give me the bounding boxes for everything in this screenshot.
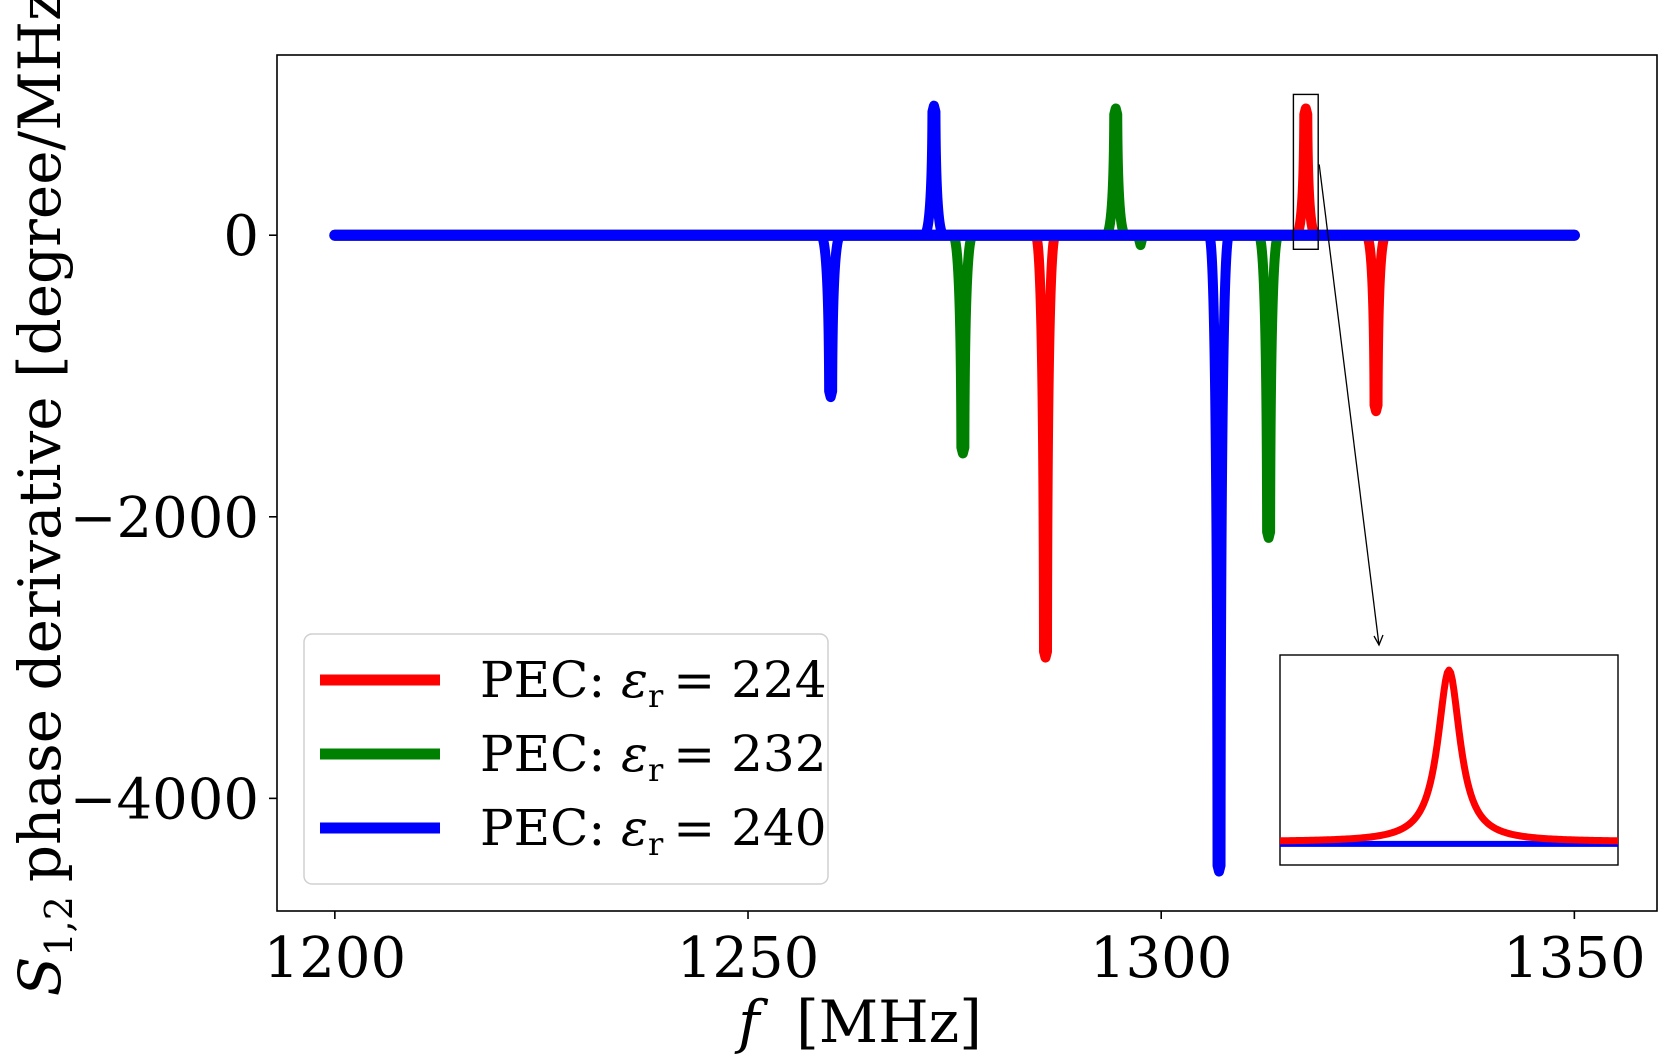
legend-label-1: PEC: εr = 232 (480, 725, 827, 789)
x-tick-label-0: 1200 (264, 926, 407, 991)
x-axis-unit: [MHz] (796, 988, 982, 1056)
x-axis-label: f [MHz] (734, 988, 982, 1056)
x-tick-label-2: 1300 (1090, 926, 1233, 991)
legend-prefix-1: PEC: (480, 725, 621, 783)
legend-sub-0: r (648, 677, 664, 715)
y-axis-label: S1,2 phase derivative [degree/MHz] (6, 0, 81, 996)
series-2-peak-0 (815, 230, 846, 403)
series-2-peak-1 (918, 100, 949, 241)
legend-label-2: PEC: εr = 240 (480, 799, 827, 863)
tick-layer: 1200 1250 1300 1350 0 −2000 −4000 (70, 204, 1646, 991)
zoom-arrow-head (1373, 634, 1384, 647)
legend-prefix-2: PEC: (480, 799, 621, 857)
y-axis-subscript: 1,2 (37, 896, 81, 956)
legend-symbol-2: ε (621, 799, 648, 857)
inset-frame (1279, 654, 1619, 866)
series-2 (329, 100, 1580, 877)
legend-prefix-0: PEC: (480, 651, 621, 709)
series-1-peak-1 (1100, 103, 1131, 241)
y-tick-label-2: −4000 (70, 767, 259, 832)
y-axis-var: S (6, 957, 74, 997)
legend-rest-0: = 224 (673, 651, 826, 709)
series-1 (329, 103, 1580, 543)
inset (1278, 654, 1620, 866)
series-1-peak-0 (947, 230, 978, 459)
plot-frame (276, 54, 1658, 912)
legend-rest-1: = 232 (673, 725, 826, 783)
series-0-peak-2 (1361, 230, 1392, 417)
legend-sub-2: r (648, 825, 664, 863)
zoom-box (1292, 93, 1319, 250)
y-tick-label-0: 0 (223, 204, 259, 269)
legend-symbol-0: ε (621, 651, 648, 709)
y-axis-text: phase derivative [degree/MHz] (6, 0, 74, 882)
series-0 (329, 103, 1580, 663)
x-tick-label-3: 1350 (1503, 926, 1646, 991)
zoom-indicator (1292, 93, 1384, 647)
zoom-arrow-line (1318, 164, 1380, 646)
inset-series-red (1278, 666, 1620, 845)
series-2-peak-2 (1204, 230, 1235, 877)
series-0-peak-1 (1290, 103, 1321, 241)
y-tick-label-1: −2000 (70, 486, 259, 551)
legend-symbol-1: ε (621, 725, 648, 783)
x-axis-var: f (734, 988, 769, 1056)
legend-sub-1: r (648, 751, 664, 789)
series-0-peak-0 (1030, 230, 1061, 663)
series-1-peak-3 (1253, 230, 1284, 543)
legend-rest-2: = 240 (673, 799, 826, 857)
legend-box (303, 633, 829, 885)
legend-label-0: PEC: εr = 224 (480, 651, 827, 715)
series-layer (329, 100, 1580, 877)
x-tick-label-1: 1250 (677, 926, 820, 991)
